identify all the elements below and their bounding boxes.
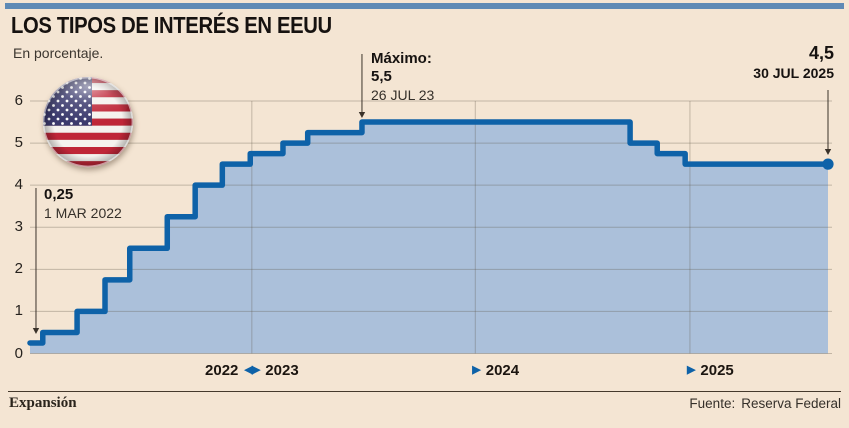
chart-unit-label: En porcentaje. <box>13 45 104 61</box>
annotation-start-value: 0,25 <box>44 186 74 203</box>
page-title: LOS TIPOS DE INTERÉS EN EEUU <box>11 12 332 38</box>
y-axis-label: 2 <box>14 260 23 278</box>
y-axis-label: 4 <box>14 176 23 194</box>
pointer-last <box>824 90 832 155</box>
annotation-start: 0,25 1 MAR 2022 <box>44 186 122 222</box>
y-axis-label: 0 <box>14 344 23 362</box>
annotation-last-date: 30 JUL 2025 <box>753 65 834 81</box>
x-axis-label-2024: 2024 <box>485 362 520 379</box>
x-axis-label-2025: 2025 <box>700 362 734 379</box>
x-axis-label-2023: 2023 <box>265 362 299 379</box>
rate-line <box>27 119 831 346</box>
y-axis-label: 1 <box>14 302 23 320</box>
y-axis-label: 3 <box>14 218 23 236</box>
source-label: Fuente: <box>689 396 736 411</box>
annotation-max-date: 26 JUL 23 <box>371 87 435 103</box>
annotation-max-label: Máximo: <box>371 50 432 67</box>
pointer-max <box>358 54 366 118</box>
top-accent-bar <box>5 3 844 9</box>
last-value-dot <box>822 158 834 170</box>
brand-logo: Expansión <box>9 395 77 411</box>
annotation-max: Máximo: 5,5 26 JUL 23 <box>371 50 434 104</box>
x-axis-label-2022: 2022 <box>205 362 239 379</box>
year-start-arrow-icon: ▶ <box>686 364 696 376</box>
footer-divider <box>8 391 841 392</box>
source-name: Reserva Federal <box>741 396 841 411</box>
y-axis-label: 6 <box>14 92 23 109</box>
annotation-max-value: 5,5 <box>371 68 392 85</box>
area-fill <box>30 122 828 354</box>
year-boundary-arrows-icon: ◀▶ <box>244 364 260 376</box>
gridlines <box>30 100 832 354</box>
x-axis-group-2024: ▶ 2024 <box>472 362 519 379</box>
annotation-start-date: 1 MAR 2022 <box>44 205 122 221</box>
annotation-last: 4,5 30 JUL 2025 <box>753 43 834 82</box>
y-axis-label: 5 <box>14 134 23 152</box>
year-start-arrow-icon: ▶ <box>472 364 481 376</box>
pointer-start <box>32 188 40 334</box>
us-flag-icon <box>42 76 134 168</box>
x-axis-group-2025: ▶ 2025 <box>687 362 734 379</box>
x-axis-group-2022-2023: 2022 ◀▶ 2023 <box>205 362 299 379</box>
source-credit: Fuente: Reserva Federal <box>689 396 841 411</box>
annotation-last-value: 4,5 <box>808 43 834 63</box>
